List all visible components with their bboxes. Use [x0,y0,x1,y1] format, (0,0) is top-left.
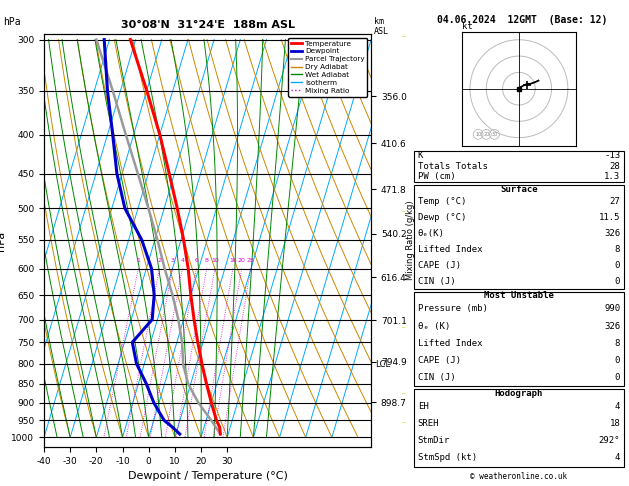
Text: 292°: 292° [599,436,620,445]
Title: 30°08'N  31°24'E  188m ASL: 30°08'N 31°24'E 188m ASL [121,20,294,31]
Text: θₑ (K): θₑ (K) [418,322,450,330]
Text: 8: 8 [615,245,620,254]
Text: -13: -13 [604,152,620,160]
Text: 18: 18 [610,419,620,428]
Text: StmDir: StmDir [418,436,450,445]
Text: 0: 0 [615,373,620,382]
Text: SREH: SREH [418,419,439,428]
Text: CAPE (J): CAPE (J) [418,260,460,270]
Text: _: _ [401,31,404,37]
Text: Dewp (°C): Dewp (°C) [418,213,466,222]
Text: km
ASL: km ASL [374,17,389,36]
Text: 10: 10 [211,258,219,263]
Text: Most Unstable: Most Unstable [484,292,554,300]
Text: 4: 4 [615,453,620,463]
Text: _: _ [401,417,404,423]
Text: hPa: hPa [3,17,21,27]
Y-axis label: hPa: hPa [0,230,6,251]
Text: 1: 1 [136,258,140,263]
Text: 6: 6 [194,258,198,263]
X-axis label: Dewpoint / Temperature (°C): Dewpoint / Temperature (°C) [128,471,287,482]
Text: 3: 3 [170,258,175,263]
Text: 28: 28 [610,162,620,171]
Text: StmSpd (kt): StmSpd (kt) [418,453,477,463]
Text: _: _ [401,322,404,328]
Text: θₑ(K): θₑ(K) [418,229,445,238]
Text: _: _ [401,206,404,212]
Text: Surface: Surface [500,185,538,193]
Text: 25: 25 [247,258,255,263]
Text: 8: 8 [615,339,620,348]
Text: Temp (°C): Temp (°C) [418,197,466,206]
Text: 990: 990 [604,304,620,313]
Text: 27: 27 [610,197,620,206]
Text: 04.06.2024  12GMT  (Base: 12): 04.06.2024 12GMT (Base: 12) [437,15,607,25]
Text: Totals Totals: Totals Totals [418,162,487,171]
Text: 326: 326 [604,322,620,330]
Text: 20: 20 [238,258,245,263]
Text: 30: 30 [491,132,498,137]
Text: _: _ [401,388,404,394]
Text: © weatheronline.co.uk: © weatheronline.co.uk [470,472,567,481]
Text: 8: 8 [205,258,209,263]
Text: 0: 0 [615,260,620,270]
Text: 10: 10 [475,132,481,137]
Text: 4: 4 [615,401,620,411]
Legend: Temperature, Dewpoint, Parcel Trajectory, Dry Adiabat, Wet Adiabat, Isotherm, Mi: Temperature, Dewpoint, Parcel Trajectory… [288,37,367,97]
Text: 0: 0 [615,356,620,365]
Text: 20: 20 [483,132,489,137]
Text: 16: 16 [229,258,237,263]
Text: LCL: LCL [376,360,391,369]
Text: 1.3: 1.3 [604,173,620,181]
Text: Mixing Ratio (g/kg): Mixing Ratio (g/kg) [406,201,415,280]
Text: CAPE (J): CAPE (J) [418,356,460,365]
Text: K: K [418,152,423,160]
Text: EH: EH [418,401,428,411]
Text: CIN (J): CIN (J) [418,373,455,382]
Text: Pressure (mb): Pressure (mb) [418,304,487,313]
Y-axis label: km
ASL: km ASL [415,230,433,251]
Text: 0: 0 [615,277,620,286]
Text: kt: kt [462,22,472,31]
Text: 11.5: 11.5 [599,213,620,222]
Text: 4: 4 [181,258,184,263]
Text: 2: 2 [157,258,162,263]
Text: 326: 326 [604,229,620,238]
Text: Hodograph: Hodograph [495,389,543,398]
Text: PW (cm): PW (cm) [418,173,455,181]
Text: Lifted Index: Lifted Index [418,339,482,348]
Text: Lifted Index: Lifted Index [418,245,482,254]
Text: CIN (J): CIN (J) [418,277,455,286]
